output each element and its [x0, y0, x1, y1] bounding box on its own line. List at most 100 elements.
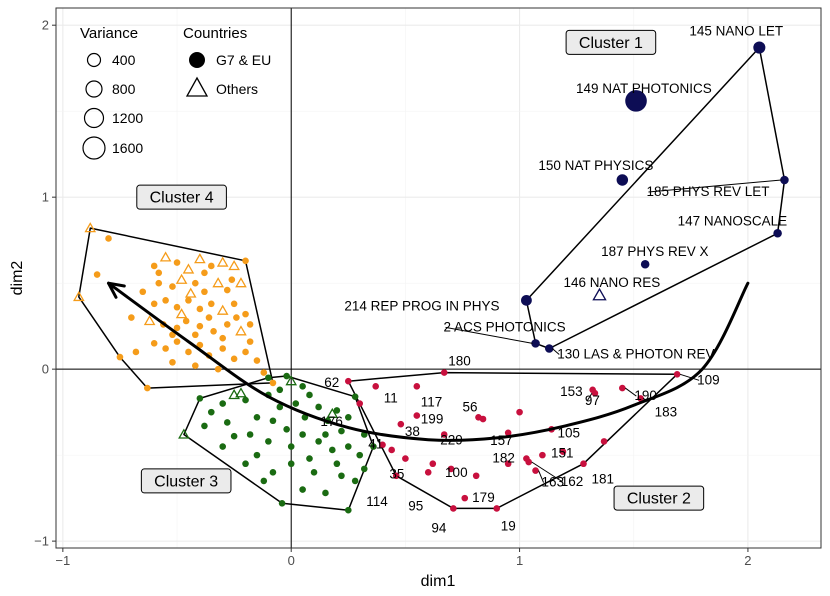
point-label-1-6: 190: [634, 388, 657, 403]
point-label-0-2: 150 NAT PHYSICS: [538, 158, 653, 173]
point-3-29: [356, 451, 364, 459]
point-label-1-10: 56: [462, 399, 477, 414]
label-leader-1-5: [679, 373, 700, 381]
cluster-label-3: Cluster 3: [154, 473, 218, 490]
point-3-18: [230, 432, 238, 440]
point-4-52: [128, 314, 135, 321]
cluster-2-hull: [347, 371, 678, 510]
point-3-23: [260, 477, 268, 485]
point-3-44: [287, 443, 295, 450]
point-2-2: [372, 383, 380, 390]
point-3-30: [360, 465, 368, 473]
legend-shape-title: Countries: [183, 25, 247, 42]
point-4-29: [216, 304, 229, 315]
point-4-57: [246, 338, 254, 345]
point-4-38: [223, 321, 231, 328]
point-label-1-15: 182: [492, 451, 515, 466]
point-2-7: [591, 389, 599, 397]
point-label-2-0: 176: [320, 414, 343, 429]
point-label-1-11: 229: [440, 432, 463, 447]
point-3-53: [276, 386, 284, 394]
point-4-26: [185, 297, 192, 304]
x-tick-label-0: −1: [55, 553, 70, 568]
point-label-1-20: 179: [472, 490, 495, 505]
point-label-1-9: 199: [421, 412, 444, 427]
y-tick-label-1: 0: [42, 362, 49, 377]
point-2-21: [402, 455, 409, 462]
point-3-34: [299, 431, 306, 438]
point-label-0-6: 146 NANO RES: [563, 275, 660, 290]
point-3-51: [344, 413, 352, 421]
label-leader-1-16: [538, 470, 545, 483]
point-3-12: [228, 388, 240, 400]
point-4-12: [207, 262, 215, 270]
point-4-63: [228, 276, 236, 284]
point-label-1-19: 100: [445, 465, 468, 480]
point-3-32: [329, 446, 336, 454]
point-label-1-21: 35: [389, 467, 404, 482]
point-4-28: [207, 300, 215, 308]
x-axis-title: dim1: [421, 573, 456, 590]
point-2-20: [472, 472, 480, 480]
point-4-42: [162, 345, 169, 352]
point-label-1-5: 109: [697, 372, 720, 387]
point-4-31: [242, 310, 249, 318]
point-label-0-3: 185 PHYS REV LET: [646, 184, 769, 199]
point-2-35: [516, 408, 523, 416]
point-4-60: [155, 269, 163, 277]
point-2-29: [461, 494, 469, 502]
point-2-1: [440, 369, 448, 376]
point-4-17: [175, 273, 188, 284]
point-label-0-7: 214 REP PROG IN PHYS: [344, 298, 499, 313]
label-leader-1-6: [625, 387, 637, 397]
point-4-8: [159, 251, 172, 262]
point-label-1-16: 163: [542, 475, 565, 490]
plot-border: [55, 7, 822, 549]
label-leader-0-9: [551, 348, 560, 355]
point-3-45: [265, 438, 272, 445]
point-3-9: [265, 374, 272, 382]
cluster-label-1: Cluster 1: [579, 35, 643, 52]
point-label-1-18: 183: [655, 404, 678, 419]
point-2-27: [379, 441, 386, 449]
point-2-25: [392, 472, 400, 480]
point-3-37: [276, 403, 284, 411]
point-4-24: [162, 297, 169, 304]
point-4-62: [201, 269, 208, 277]
label-leader-1-26: [531, 461, 563, 483]
point-label-2-1: 41: [368, 436, 383, 451]
point-2-24: [493, 505, 501, 512]
point-2-3: [413, 383, 421, 390]
legend-shape-label-g7-eu: G7 & EU: [216, 52, 271, 68]
point-4-36: [196, 322, 204, 330]
point-3-22: [269, 469, 277, 476]
data-points: [73, 41, 789, 514]
point-4-58: [260, 369, 268, 376]
point-1-2: [616, 174, 629, 186]
legend-size-key-1200: [83, 107, 105, 129]
point-3-27: [333, 460, 341, 468]
legend-size-label-1600: 1600: [112, 140, 143, 156]
point-4-25: [173, 303, 181, 311]
y-tick-label-0: −1: [34, 534, 49, 549]
point-2-19: [447, 465, 455, 473]
point-2-32: [539, 451, 546, 459]
point-2-5: [673, 371, 681, 378]
point-4-53: [139, 288, 147, 296]
legend: Variance Countries 400 800 1200 1600 G7 …: [80, 25, 271, 160]
point-3-40: [315, 403, 322, 411]
point-label-0-8: 2 ACS PHOTONICS: [444, 319, 566, 334]
x-tick-label-2: 1: [516, 553, 523, 568]
point-3-35: [283, 426, 290, 433]
point-4-10: [182, 263, 195, 274]
cluster-label-box-4: [136, 184, 227, 210]
legend-shape-label-others: Others: [216, 81, 258, 97]
point-2-0: [344, 377, 352, 385]
point-label-1-8: 38: [405, 424, 420, 439]
point-3-11: [235, 387, 247, 398]
point-4-61: [184, 287, 197, 298]
point-4-4: [116, 353, 124, 361]
point-4-15: [155, 279, 163, 287]
point-3-16: [223, 419, 231, 426]
point-3-28: [344, 443, 352, 450]
